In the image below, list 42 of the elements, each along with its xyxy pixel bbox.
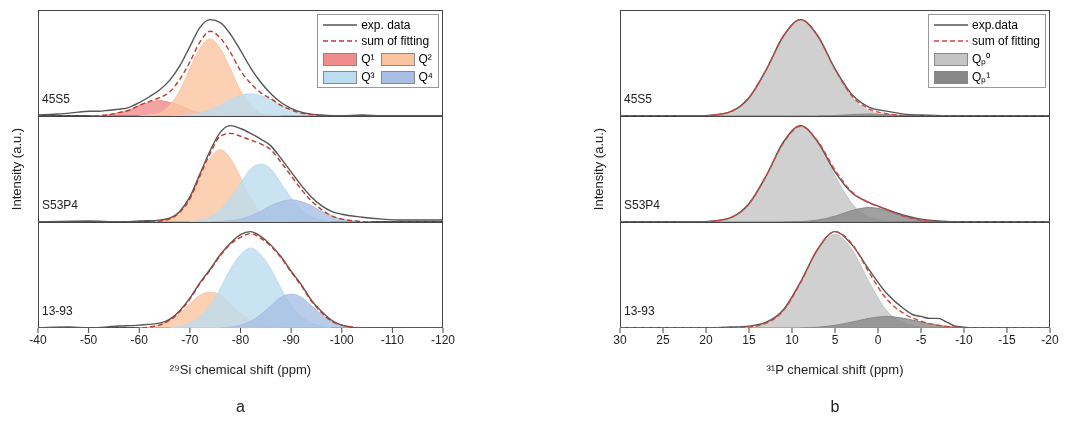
x-tick-label: -20	[1041, 332, 1059, 347]
legend-label: Qₚ¹	[971, 69, 991, 85]
legend-label: sum of fitting	[971, 33, 1040, 49]
legend-label: Q¹	[361, 51, 375, 67]
x-tick-label: -90	[282, 332, 301, 347]
x-tick-label: -80	[231, 332, 250, 347]
legend-label: Qₚ⁰	[971, 51, 991, 67]
legend-label: exp. data	[361, 17, 411, 33]
x-tick-label: -70	[181, 332, 199, 347]
text: a	[235, 398, 246, 416]
x-axis-title: ²⁹Si chemical shift (ppm)	[168, 362, 313, 377]
annotation: 13-93	[42, 304, 73, 318]
x-tick-label: 0	[874, 332, 882, 347]
annotation: 45S5	[42, 92, 71, 106]
x-axis-title: ³¹P chemical shift (ppm)	[765, 362, 905, 377]
x-tick-label: -120	[430, 332, 456, 347]
legend-label: Q³	[361, 69, 375, 85]
x-tick-label: -40	[29, 332, 47, 347]
text: b	[829, 398, 841, 416]
legend-label: sum of fitting	[361, 33, 430, 49]
x-tick-label: -10	[955, 332, 973, 347]
annotation: 13-93	[624, 304, 655, 318]
annotation: 45S5	[624, 92, 653, 106]
y-axis-title: Intensity (a.u.)	[8, 127, 24, 211]
x-tick-label: 10	[785, 332, 799, 347]
annotation: S53P4	[624, 198, 661, 212]
x-tick-label: -110	[380, 332, 405, 347]
x-tick-label: 15	[742, 332, 756, 347]
x-tick-label: -60	[130, 332, 149, 347]
x-tick-label: -50	[79, 332, 98, 347]
annotation: S53P4	[42, 198, 79, 212]
legend-label: exp.data	[971, 17, 1019, 33]
legend-label: Q⁴	[418, 69, 433, 85]
x-tick-label: -15	[998, 332, 1016, 347]
x-tick-label: 20	[699, 332, 713, 347]
y-axis-title: Intensity (a.u.)	[590, 127, 606, 211]
x-tick-label: 5	[831, 332, 839, 347]
x-tick-label: -100	[329, 332, 355, 347]
x-tick-label: 25	[656, 332, 670, 347]
x-tick-label: 30	[613, 332, 627, 347]
legend-label: Q²	[418, 51, 432, 67]
x-tick-label: -5	[915, 332, 927, 347]
